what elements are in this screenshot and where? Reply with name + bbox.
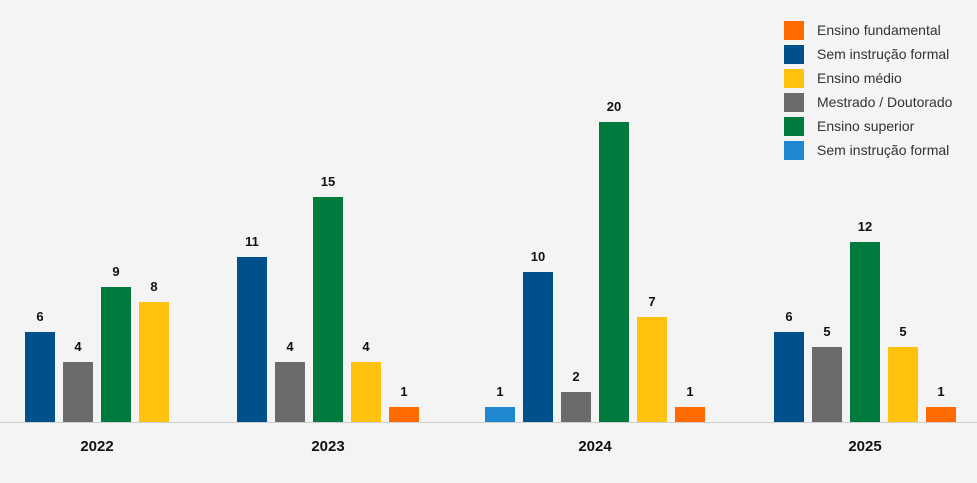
bar-2023-ensino_fundamental	[389, 407, 419, 422]
bar-value-label: 4	[74, 339, 82, 354]
legend-label-ensino_fundamental: Ensino fundamental	[817, 22, 941, 38]
bar-2025-mestrado_doutorado	[812, 347, 842, 422]
bar-value-label: 12	[858, 219, 872, 234]
year-labels: 2022 2023 2024 2025	[80, 438, 881, 455]
legend-swatch-ensino_fundamental	[784, 21, 804, 40]
bar-2023-mestrado_doutorado	[275, 362, 305, 422]
bar-2023-sem_instrucao_escuro	[237, 257, 267, 422]
bar-value-label: 4	[286, 339, 294, 354]
legend-label-mestrado_doutorado: Mestrado / Doutorado	[817, 94, 953, 110]
bar-2023-ensino_superior	[313, 197, 343, 422]
bar-2022-sem_instrucao_escuro	[25, 332, 55, 422]
bar-value-label: 2	[572, 369, 579, 384]
bar-value-label: 1	[686, 384, 693, 399]
legend-swatch-sem_instrucao_claro	[784, 141, 804, 160]
bar-2023-ensino_medio	[351, 362, 381, 422]
bar-value-label: 20	[607, 99, 621, 114]
bar-2022-ensino_medio	[139, 302, 169, 422]
bar-value-label: 8	[150, 279, 157, 294]
bar-value-label: 7	[648, 294, 655, 309]
bar-value-label: 5	[823, 324, 830, 339]
bar-value-label: 6	[36, 309, 43, 324]
bar-2025-ensino_medio	[888, 347, 918, 422]
legend-label-ensino_superior: Ensino superior	[817, 118, 915, 134]
bar-value-label: 1	[937, 384, 944, 399]
legend-swatch-ensino_superior	[784, 117, 804, 136]
bar-2022-mestrado_doutorado	[63, 362, 93, 422]
bar-2024-ensino_superior	[599, 122, 629, 422]
bar-value-label: 10	[531, 249, 545, 264]
legend-label-sem_instrucao_claro: Sem instrução formal	[817, 142, 949, 158]
legend-swatch-sem_instrucao_escuro	[784, 45, 804, 64]
bar-value-label: 6	[785, 309, 792, 324]
bar-2024-sem_instrucao_claro	[485, 407, 515, 422]
x-tick-label-2022: 2022	[80, 438, 113, 455]
bar-2022-ensino_superior	[101, 287, 131, 422]
legend-swatch-mestrado_doutorado	[784, 93, 804, 112]
legend-label-sem_instrucao_escuro: Sem instrução formal	[817, 46, 949, 62]
bar-value-label: 5	[899, 324, 906, 339]
legend: Ensino fundamental Sem instrução formal En…	[784, 21, 953, 160]
legend-swatch-ensino_medio	[784, 69, 804, 88]
x-tick-label-2025: 2025	[848, 438, 881, 455]
bar-value-label: 15	[321, 174, 335, 189]
bar-2024-sem_instrucao_escuro	[523, 272, 553, 422]
bar-2024-ensino_medio	[637, 317, 667, 422]
bar-2024-mestrado_doutorado	[561, 392, 591, 422]
bar-value-label: 1	[400, 384, 407, 399]
bar-value-label: 9	[112, 264, 119, 279]
x-tick-label-2024: 2024	[578, 438, 612, 455]
legend-label-ensino_medio: Ensino médio	[817, 70, 902, 86]
bar-value-label: 1	[496, 384, 503, 399]
bar-2025-sem_instrucao_escuro	[774, 332, 804, 422]
x-tick-label-2023: 2023	[311, 438, 344, 455]
bar-2025-ensino_fundamental	[926, 407, 956, 422]
bar-2025-ensino_superior	[850, 242, 880, 422]
bar-2024-ensino_fundamental	[675, 407, 705, 422]
bar-value-label: 4	[362, 339, 370, 354]
bar-value-label: 11	[245, 234, 259, 249]
